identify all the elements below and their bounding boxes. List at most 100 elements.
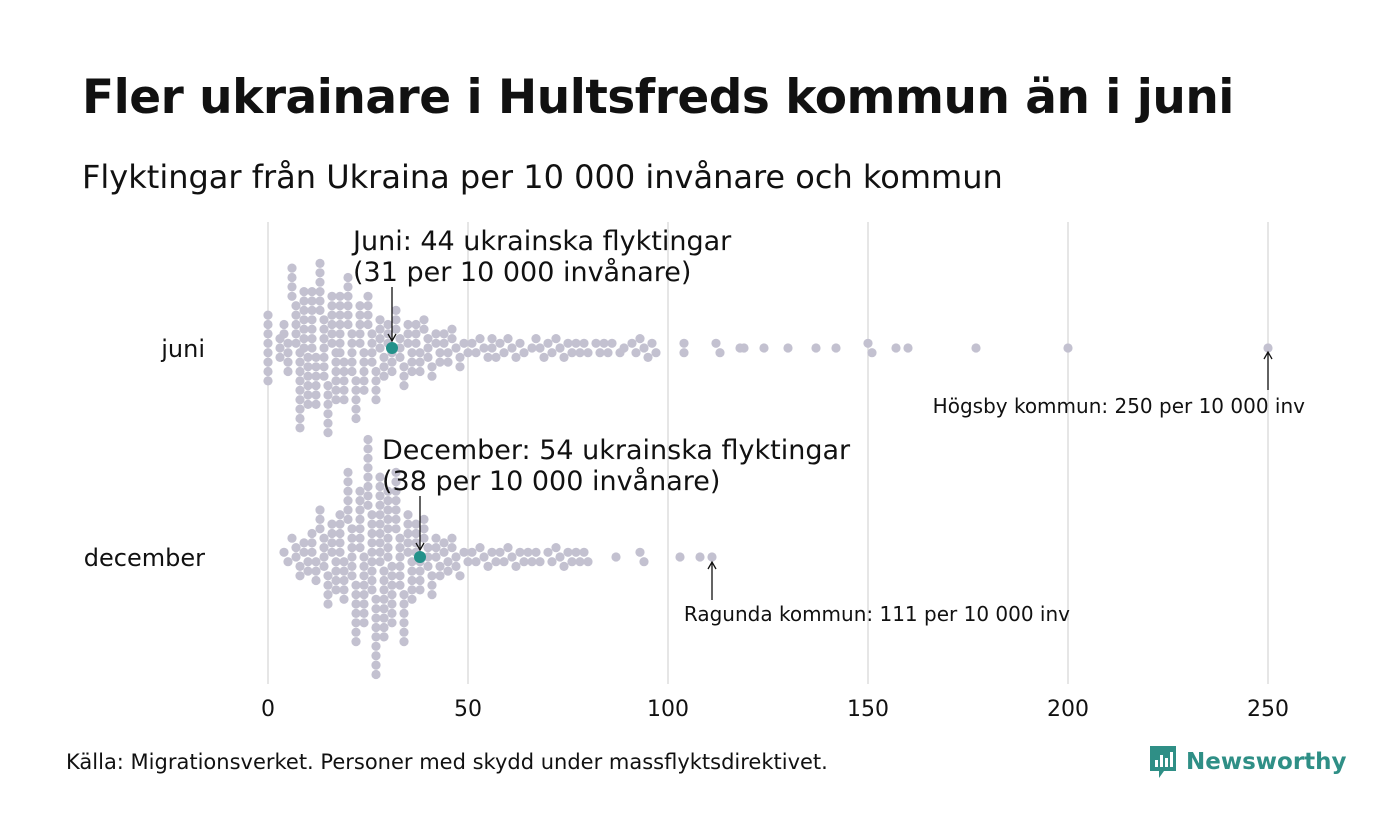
- data-point: [387, 618, 397, 628]
- data-point: [339, 385, 349, 395]
- data-point: [335, 329, 345, 339]
- data-point: [391, 486, 401, 496]
- data-point: [303, 381, 313, 391]
- data-point: [307, 334, 317, 344]
- data-point: [339, 557, 349, 567]
- data-point: [311, 399, 321, 409]
- data-point: [375, 538, 385, 548]
- data-point: [635, 547, 645, 557]
- data-point: [331, 385, 341, 395]
- data-point: [383, 524, 393, 534]
- data-point: [443, 557, 453, 567]
- data-point: [315, 305, 325, 315]
- data-point: [335, 538, 345, 548]
- highlight-point: [414, 551, 426, 563]
- data-point: [495, 547, 505, 557]
- data-point: [359, 599, 369, 609]
- data-point: [363, 481, 373, 492]
- data-point: [383, 533, 393, 543]
- data-point: [319, 362, 329, 372]
- extreme-annotation-arrow-head: [707, 560, 717, 570]
- data-point: [695, 552, 705, 562]
- data-point: [375, 343, 385, 353]
- data-point: [395, 543, 405, 553]
- data-point: [299, 324, 309, 334]
- data-point: [567, 348, 577, 358]
- data-point: [331, 366, 341, 377]
- data-point: [347, 329, 357, 339]
- data-point: [583, 348, 593, 358]
- data-point: [347, 561, 357, 572]
- data-point: [419, 533, 429, 543]
- data-point: [379, 613, 389, 623]
- data-point: [351, 637, 361, 647]
- data-point: [339, 594, 349, 604]
- data-point: [319, 352, 329, 362]
- data-point: [331, 585, 341, 595]
- data-point: [431, 552, 441, 562]
- data-point: [263, 376, 273, 386]
- data-point: [287, 263, 297, 273]
- data-point: [339, 575, 349, 586]
- data-point: [359, 376, 369, 386]
- data-point: [359, 608, 369, 619]
- data-point: [375, 557, 385, 567]
- data-point: [295, 561, 305, 572]
- data-point: [739, 343, 749, 353]
- data-point: [295, 413, 305, 424]
- data-point: [375, 510, 385, 520]
- data-point: [375, 315, 385, 325]
- data-point: [387, 366, 397, 377]
- data-point: [423, 352, 433, 362]
- data-point: [379, 585, 389, 595]
- data-point: [319, 371, 329, 381]
- data-point: [435, 357, 445, 367]
- data-point: [371, 632, 381, 642]
- data-point: [303, 352, 313, 362]
- category-labels: juni december: [84, 335, 205, 572]
- data-point: [283, 348, 293, 358]
- data-point: [415, 575, 425, 586]
- data-point: [391, 305, 401, 315]
- data-point: [347, 348, 357, 358]
- data-point: [419, 514, 429, 525]
- data-point: [343, 486, 353, 496]
- data-point: [371, 660, 381, 670]
- data-point: [639, 343, 649, 353]
- data-point: [395, 580, 405, 590]
- data-point: [283, 338, 293, 348]
- data-point: [335, 510, 345, 520]
- data-point: [331, 357, 341, 367]
- data-point: [331, 557, 341, 567]
- data-point: [415, 366, 425, 377]
- data-point: [399, 618, 409, 628]
- data-point: [407, 366, 417, 377]
- data-point: [583, 557, 593, 567]
- data-point: [407, 348, 417, 358]
- data-point: [367, 528, 377, 539]
- data-point: [431, 329, 441, 339]
- data-point: [343, 514, 353, 525]
- data-point: [327, 310, 337, 320]
- data-point: [367, 575, 377, 586]
- data-point: [407, 566, 417, 576]
- data-point: [427, 371, 437, 381]
- data-point: [643, 352, 653, 362]
- data-point: [527, 343, 537, 353]
- data-point: [359, 366, 369, 377]
- data-point: [315, 505, 325, 515]
- data-point: [423, 334, 433, 344]
- data-point: [351, 385, 361, 395]
- data-point: [391, 496, 401, 506]
- data-point: [287, 533, 297, 543]
- newsworthy-logo-text: Newsworthy: [1186, 749, 1347, 775]
- data-point: [343, 310, 353, 320]
- data-point: [379, 594, 389, 604]
- data-point: [387, 599, 397, 609]
- data-point: [903, 343, 913, 353]
- highlight-annotation-arrow-head: [415, 542, 425, 552]
- data-point: [399, 381, 409, 391]
- data-point: [303, 566, 313, 576]
- data-point: [447, 334, 457, 344]
- x-tick-label: 150: [847, 697, 889, 722]
